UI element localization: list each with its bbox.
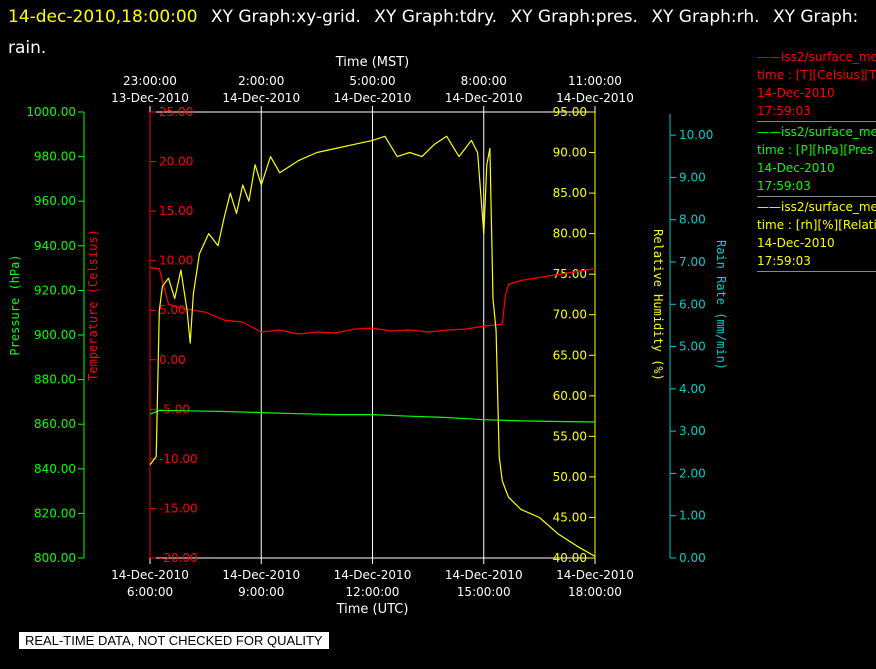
- legend: ——iss2/surface_me time : [T][Celsius][T …: [757, 48, 876, 273]
- x-tick-label-time: 12:00:00: [346, 585, 400, 599]
- x-axis-title-top: Time (MST): [335, 55, 410, 70]
- y-axis-title-pressure: Pressure (hPa): [8, 254, 22, 355]
- y-tick-label-rain: 3.00: [679, 424, 706, 438]
- y-tick-label-temperature: -5.00: [159, 402, 190, 416]
- y-tick-label-pressure: 940.00: [34, 239, 76, 253]
- y-tick-label-rain: 8.00: [679, 213, 706, 227]
- y-tick-label-humidity: 75.00: [553, 267, 587, 281]
- legend-date: 14-Dec-2010: [757, 86, 835, 100]
- y-tick-label-humidity: 50.00: [553, 470, 587, 484]
- y-tick-label-pressure: 980.00: [34, 150, 76, 164]
- y-tick-label-humidity: 90.00: [553, 146, 587, 160]
- y-tick-label-humidity: 95.00: [553, 105, 587, 119]
- series-line-pressure: [149, 409, 596, 423]
- timestamp: 14-dec-2010,18:00:00: [8, 7, 198, 27]
- x-top-tick-label-time: 8:00:00: [461, 74, 507, 88]
- y-tick-label-pressure: 820.00: [34, 506, 76, 520]
- y-tick-label-rain: 10.00: [679, 128, 713, 142]
- y-tick-label-temperature: 20.00: [159, 155, 193, 169]
- x-tick-label-time: 18:00:00: [568, 585, 622, 599]
- y-tick-label-rain: 0.00: [679, 551, 706, 565]
- legend-time: 17:59:03: [757, 254, 811, 268]
- graph-name-rain[interactable]: rain.: [8, 38, 47, 58]
- x-tick-label-time: 15:00:00: [457, 585, 511, 599]
- legend-entry-temperature[interactable]: ——iss2/surface_me time : [T][Celsius][T …: [757, 48, 876, 122]
- y-tick-label-rain: 5.00: [679, 340, 706, 354]
- legend-series-name: ——iss2/surface_me: [757, 50, 876, 64]
- y-tick-label-pressure: 880.00: [34, 373, 76, 387]
- y-tick-label-pressure: 1000.00: [26, 105, 76, 119]
- x-top-tick-label-date: 14-Dec-2010: [222, 91, 300, 105]
- x-tick-label-time: 6:00:00: [127, 585, 173, 599]
- y-tick-label-temperature: 10.00: [159, 254, 193, 268]
- x-top-tick-label-time: 2:00:00: [238, 74, 284, 88]
- legend-series-name: ——iss2/surface_me: [757, 200, 876, 214]
- series-line-humidity: [149, 135, 596, 557]
- y-tick-label-humidity: 85.00: [553, 186, 587, 200]
- graph-name-pres[interactable]: XY Graph:pres.: [510, 7, 638, 27]
- graph-name-tdry[interactable]: XY Graph:tdry.: [374, 7, 498, 27]
- y-tick-label-pressure: 960.00: [34, 194, 76, 208]
- x-top-tick-label-date: 14-Dec-2010: [334, 91, 412, 105]
- graph-name-rh[interactable]: XY Graph:rh.: [651, 7, 760, 27]
- y-tick-label-rain: 2.00: [679, 466, 706, 480]
- y-tick-label-rain: 9.00: [679, 170, 706, 184]
- x-top-tick-label-date: 14-Dec-2010: [445, 91, 523, 105]
- x-tick-label-date: 14-Dec-2010: [222, 568, 300, 582]
- y-tick-label-pressure: 840.00: [34, 462, 76, 476]
- legend-date: 14-Dec-2010: [757, 236, 835, 250]
- y-tick-label-pressure: 860.00: [34, 417, 76, 431]
- legend-time: 17:59:03: [757, 104, 811, 118]
- y-tick-label-temperature: 15.00: [159, 204, 193, 218]
- y-tick-label-rain: 1.00: [679, 509, 706, 523]
- legend-units: time : [rh][%][Relati: [757, 218, 876, 232]
- y-axis-title-rain: Rain Rate (mm/min): [714, 240, 728, 370]
- legend-series-name: ——iss2/surface_me: [757, 125, 876, 139]
- y-tick-label-humidity: 55.00: [553, 429, 587, 443]
- y-tick-label-temperature: -10.00: [159, 452, 198, 466]
- x-axis-title-bottom: Time (UTC): [336, 602, 409, 617]
- y-tick-label-temperature: 25.00: [159, 105, 193, 119]
- y-tick-label-humidity: 70.00: [553, 308, 587, 322]
- y-axis-title-temperature: Temperature (Celsius): [86, 229, 100, 381]
- x-tick-label-time: 9:00:00: [238, 585, 284, 599]
- graph-title: 14-dec-2010,18:00:00 XY Graph:xy-grid. X…: [8, 2, 868, 64]
- y-tick-label-temperature: -15.00: [159, 501, 198, 515]
- x-tick-label-date: 14-Dec-2010: [445, 568, 523, 582]
- legend-time: 17:59:03: [757, 179, 811, 193]
- legend-units: time : [T][Celsius][T: [757, 68, 876, 82]
- y-tick-label-humidity: 60.00: [553, 389, 587, 403]
- quality-warning: REAL-TIME DATA, NOT CHECKED FOR QUALITY: [19, 632, 329, 649]
- legend-entry-pressure[interactable]: ——iss2/surface_me time : [P][hPa][Pres 1…: [757, 123, 876, 197]
- x-tick-label-date: 14-Dec-2010: [556, 568, 634, 582]
- y-tick-label-humidity: 80.00: [553, 227, 587, 241]
- x-top-tick-label-date: 13-Dec-2010: [111, 91, 189, 105]
- y-tick-label-pressure: 800.00: [34, 551, 76, 565]
- legend-entry-humidity[interactable]: ——iss2/surface_me time : [rh][%][Relati …: [757, 198, 876, 272]
- y-tick-label-pressure: 920.00: [34, 283, 76, 297]
- y-tick-label-rain: 6.00: [679, 297, 706, 311]
- y-tick-label-humidity: 40.00: [553, 551, 587, 565]
- x-top-tick-label-time: 5:00:00: [349, 74, 395, 88]
- y-tick-label-pressure: 900.00: [34, 328, 76, 342]
- y-tick-label-humidity: 45.00: [553, 510, 587, 524]
- y-tick-label-rain: 4.00: [679, 382, 706, 396]
- x-tick-label-date: 14-Dec-2010: [334, 568, 412, 582]
- y-axis-title-humidity: Relative Humidity (%): [651, 229, 665, 381]
- graph-name-rain-prefix[interactable]: XY Graph:: [772, 7, 859, 27]
- series-line-temperature: [149, 267, 596, 335]
- x-top-tick-label-date: 14-Dec-2010: [556, 91, 634, 105]
- y-tick-label-temperature: -20.00: [159, 551, 198, 565]
- graph-name-xy-grid[interactable]: XY Graph:xy-grid.: [210, 7, 361, 27]
- x-tick-label-date: 14-Dec-2010: [111, 568, 189, 582]
- legend-units: time : [P][hPa][Pres: [757, 143, 874, 157]
- legend-date: 14-Dec-2010: [757, 161, 835, 175]
- x-top-tick-label-time: 23:00:00: [123, 74, 177, 88]
- y-tick-label-rain: 7.00: [679, 255, 706, 269]
- y-tick-label-humidity: 65.00: [553, 348, 587, 362]
- x-top-tick-label-time: 11:00:00: [568, 74, 622, 88]
- y-tick-label-temperature: 0.00: [159, 353, 186, 367]
